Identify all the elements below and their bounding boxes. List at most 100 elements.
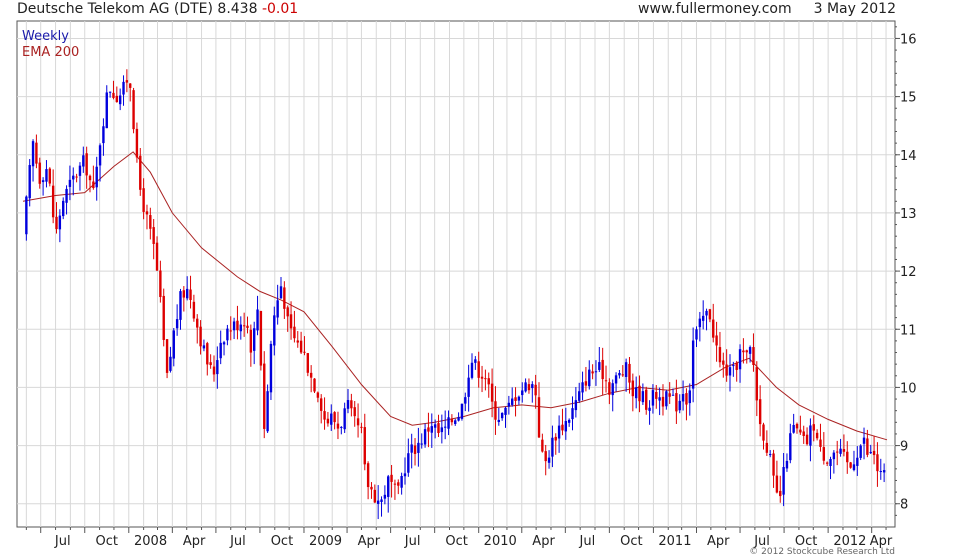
candle [872, 435, 876, 465]
candle [28, 159, 31, 207]
y-tick-label: 16 [900, 32, 917, 47]
candle [742, 338, 745, 364]
candle-body [561, 424, 564, 431]
candle-body [72, 175, 75, 180]
candle-body [598, 362, 601, 370]
candle [738, 344, 742, 383]
candle-body [333, 412, 336, 423]
candle-body [313, 378, 316, 392]
candle [152, 219, 155, 260]
candle-body [366, 463, 370, 488]
candle [303, 336, 306, 356]
y-tick-label: 11 [900, 323, 917, 338]
candle [671, 388, 675, 396]
candle-body [68, 179, 72, 187]
candle [876, 442, 879, 487]
candle [537, 382, 541, 438]
candle [470, 353, 474, 380]
candle [658, 387, 661, 416]
candle-body [852, 464, 856, 471]
candle-body [199, 326, 202, 347]
candle [762, 422, 765, 450]
candle [433, 419, 437, 439]
candle [645, 386, 648, 415]
candle-body [812, 424, 815, 431]
candle [779, 475, 782, 503]
candle-body [608, 382, 611, 395]
candle [182, 286, 186, 312]
candle [236, 305, 239, 340]
candle [688, 383, 691, 416]
candle [735, 360, 738, 382]
candle [621, 365, 624, 377]
x-tick-label: Apr [707, 534, 730, 549]
candle-body [336, 423, 340, 429]
candle-body [443, 426, 447, 428]
candle [323, 397, 326, 430]
candle [423, 423, 427, 448]
candle-body [145, 211, 149, 215]
candle [655, 385, 658, 409]
x-tick-label: Oct [795, 534, 817, 549]
candle [758, 385, 762, 437]
candle-body [691, 340, 695, 389]
candle [283, 281, 286, 319]
candle-body [239, 324, 242, 332]
candle [611, 379, 614, 412]
candle-body [675, 393, 678, 412]
candle-body [715, 335, 718, 346]
candle-body [557, 425, 561, 439]
candle [31, 139, 35, 182]
candle-body [226, 328, 229, 341]
candle [859, 444, 862, 461]
candle-body [819, 439, 822, 447]
candle [443, 410, 447, 440]
candle-body [872, 450, 876, 456]
candle-body [651, 390, 655, 406]
candle [206, 341, 209, 376]
candle-body [132, 90, 135, 130]
candle [95, 156, 98, 201]
candle [212, 355, 216, 382]
candle-body [376, 500, 380, 504]
candle [102, 118, 105, 156]
candle-body [417, 442, 420, 453]
chart-date: 3 May 2012 [813, 1, 896, 17]
candle [869, 444, 872, 454]
candle [65, 185, 68, 215]
candle-body [343, 408, 346, 430]
candle [108, 91, 112, 98]
candle-body [551, 437, 554, 457]
candle [320, 394, 323, 424]
candle-body [383, 494, 387, 499]
candle [139, 147, 142, 196]
candle-body [296, 340, 299, 343]
candle [289, 301, 293, 340]
candle-body [701, 315, 705, 321]
candle-body [866, 438, 869, 455]
candle-body [698, 318, 702, 328]
candle [849, 461, 852, 469]
candle-body [437, 423, 440, 434]
candle-body [306, 353, 310, 373]
candle-body [762, 424, 765, 441]
candle-body [55, 216, 58, 230]
candle [333, 411, 336, 430]
candle-body [454, 420, 457, 424]
candle [832, 450, 836, 474]
candle [648, 400, 651, 425]
candle-body [360, 426, 363, 428]
candle [866, 429, 869, 458]
candle-body [742, 350, 745, 353]
candle [259, 310, 263, 371]
candle-body [671, 394, 675, 396]
candle [497, 407, 500, 426]
candle [370, 482, 373, 499]
candle [507, 395, 511, 415]
x-tick-label: 2012 [833, 534, 866, 549]
candle-body [779, 490, 782, 497]
candle-body [212, 366, 216, 375]
axes-group: 8 9 10 11 12 13 14 15 16 Jul Oct 2008 Apr Jul Oct 2009 A… [25, 26, 917, 549]
candle [718, 331, 722, 368]
candle-body [581, 382, 584, 393]
